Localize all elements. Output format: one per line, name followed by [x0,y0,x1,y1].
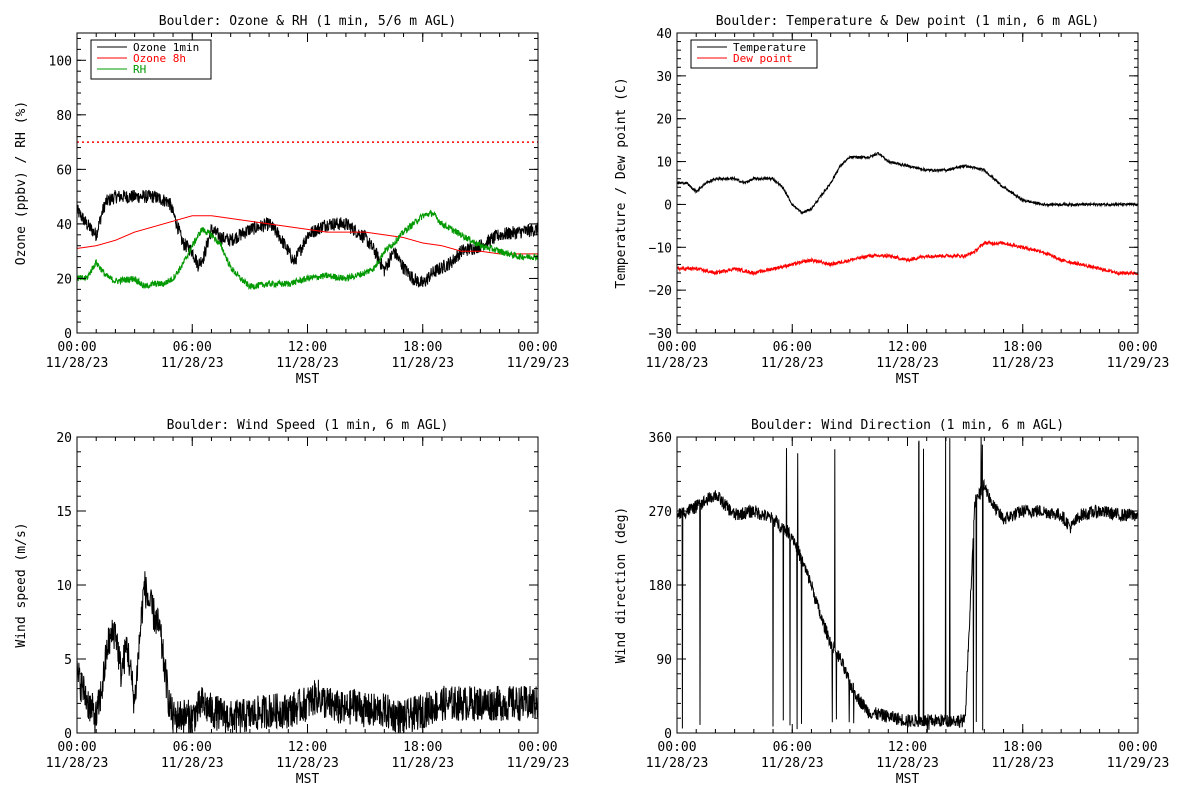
x-tick-date: 11/28/23 [646,756,709,771]
x-tick-date: 11/28/23 [761,756,824,771]
x-tick-date: 11/28/23 [391,756,454,771]
x-tick-time: 06:00 [173,340,212,355]
x-tick-date: 11/28/23 [991,756,1054,771]
x-tick-time: 12:00 [288,740,327,755]
x-tick-date: 11/28/23 [276,756,339,771]
y-axis-label: Wind direction (deg) [614,507,629,664]
x-tick-date: 11/28/23 [46,356,109,371]
chart-title: Boulder: Ozone & RH (1 min, 5/6 m AGL) [159,14,456,29]
y-tick-label: 20 [656,113,672,128]
series-line-1 [677,437,1138,733]
x-tick-time: 18:00 [403,740,442,755]
x-tick-time: 00:00 [518,340,557,355]
series-line-1 [77,571,538,733]
y-tick-label: 20 [56,272,72,287]
legend-label: RH [133,63,146,76]
x-tick-date: 11/28/23 [276,356,339,371]
y-tick-label: 80 [56,109,72,124]
y-tick-label: 10 [56,579,72,594]
x-tick-time: 06:00 [773,740,812,755]
x-tick-time: 00:00 [57,340,96,355]
y-tick-label: −30 [649,327,672,342]
x-axis-label: MST [296,772,320,787]
x-tick-time: 12:00 [888,740,927,755]
y-tick-label: 30 [656,70,672,85]
chart-panel-1: Boulder: Ozone & RH (1 min, 5/6 m AGL) 0 2… [14,14,569,387]
y-tick-label: 270 [649,505,672,520]
x-axis-label: MST [296,372,320,387]
legend-box [690,39,818,69]
y-tick-label: 0 [64,327,72,342]
legend-label: Temperature [733,41,806,54]
x-tick-date: 11/28/23 [161,756,224,771]
y-tick-label: 0 [664,727,672,742]
chart-panel-3: Boulder: Wind Speed (1 min, 6 m AGL) 0 5 10… [14,418,569,787]
chart-title: Boulder: Temperature & Dew point (1 min,… [716,14,1100,29]
series-line-2 [677,239,1138,277]
series-line-1 [677,151,1138,215]
x-tick-date: 11/29/23 [1107,356,1170,371]
x-tick-date: 11/29/23 [1107,756,1170,771]
x-tick-date: 11/28/23 [876,356,939,371]
y-axis-label: Temperature / Dew point (C) [614,77,629,288]
series-line-2 [77,215,538,255]
x-tick-time: 18:00 [1003,340,1042,355]
x-tick-time: 00:00 [657,340,696,355]
x-tick-time: 00:00 [1118,340,1157,355]
plot-frame [676,436,1139,734]
y-tick-label: 180 [649,579,672,594]
x-tick-date: 11/28/23 [161,356,224,371]
series-line-1 [77,189,538,288]
x-tick-date: 11/29/23 [507,756,570,771]
y-tick-label: 360 [649,431,672,446]
series-line-3 [77,209,538,291]
y-tick-label: 0 [664,198,672,213]
x-tick-time: 00:00 [657,740,696,755]
x-tick-date: 11/29/23 [507,356,570,371]
y-tick-label: 15 [56,505,72,520]
y-tick-label: 90 [656,653,672,668]
x-tick-date: 11/28/23 [46,756,109,771]
y-tick-label: 10 [656,156,672,171]
x-tick-time: 00:00 [518,740,557,755]
chart-panel-4: Boulder: Wind Direction (1 min, 6 m AGL)… [614,418,1169,787]
x-tick-date: 11/28/23 [991,356,1054,371]
y-tick-label: −20 [649,284,672,299]
x-tick-date: 11/28/23 [876,756,939,771]
x-tick-time: 12:00 [288,340,327,355]
x-tick-date: 11/28/23 [391,356,454,371]
y-tick-label: 0 [64,727,72,742]
x-tick-time: 06:00 [773,340,812,355]
x-tick-time: 00:00 [57,740,96,755]
x-tick-time: 06:00 [173,740,212,755]
x-tick-time: 18:00 [1003,740,1042,755]
x-tick-time: 18:00 [403,340,442,355]
y-tick-label: 40 [656,27,672,42]
legend-label: Ozone 1min [133,41,199,54]
chart-panel-2: Boulder: Temperature & Dew point (1 min,… [614,14,1169,387]
x-tick-date: 11/28/23 [646,356,709,371]
y-tick-label: 60 [56,163,72,178]
x-tick-time: 12:00 [888,340,927,355]
y-tick-label: 5 [64,653,72,668]
x-axis-label: MST [896,372,920,387]
y-axis-label: Wind speed (m/s) [14,522,29,647]
legend-label: Dew point [733,52,793,65]
y-tick-label: 40 [56,218,72,233]
y-tick-label: 20 [56,431,72,446]
legend-label: Ozone 8h [133,52,186,65]
y-tick-label: 100 [49,54,72,69]
y-axis-label: Ozone (ppbv) / RH (%) [14,101,29,265]
chart-title: Boulder: Wind Speed (1 min, 6 m AGL) [167,418,449,433]
x-axis-label: MST [896,772,920,787]
chart-title: Boulder: Wind Direction (1 min, 6 m AGL) [751,418,1064,433]
y-tick-label: −10 [649,241,672,256]
plot-frame [676,32,1139,334]
x-tick-date: 11/28/23 [761,356,824,371]
x-tick-time: 00:00 [1118,740,1157,755]
